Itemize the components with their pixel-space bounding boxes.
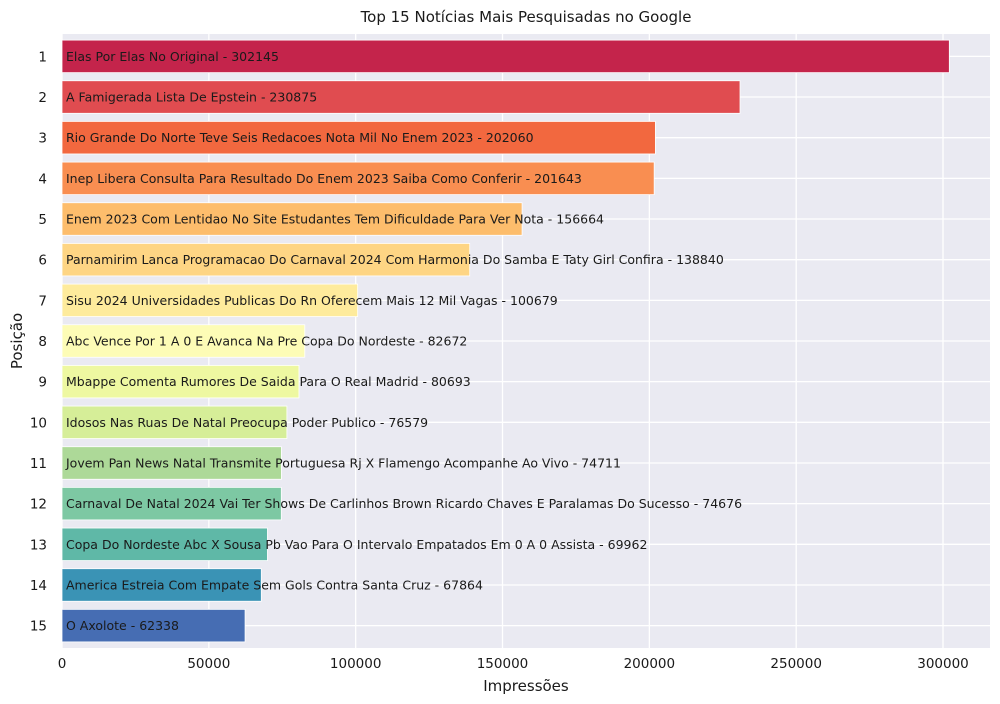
bar xyxy=(61,608,246,643)
x-tick-label: 300000 xyxy=(917,656,969,672)
bar xyxy=(61,527,268,561)
bar-data-label: Sisu 2024 Universidades Publicas Do Rn O… xyxy=(66,293,558,308)
y-tick-label: 10 xyxy=(30,415,47,431)
bar-data-label: Mbappe Comenta Rumores De Saida Para O R… xyxy=(66,374,471,389)
y-tick-label: 6 xyxy=(38,253,47,269)
x-tick-label: 150000 xyxy=(477,656,529,672)
y-tick-label: 13 xyxy=(30,537,47,553)
y-axis-label: Posição xyxy=(8,313,26,369)
y-tick-label: 14 xyxy=(30,578,47,594)
bar xyxy=(61,568,262,602)
bar-data-label: Elas Por Elas No Original - 302145 xyxy=(66,49,279,64)
x-tick-label: 200000 xyxy=(624,656,676,672)
bar-data-label: Jovem Pan News Natal Transmite Portugues… xyxy=(65,455,621,470)
y-tick-label: 7 xyxy=(38,293,47,309)
x-axis-label: Impressões xyxy=(483,677,569,695)
y-tick-label: 2 xyxy=(38,90,47,106)
x-tick-labels: 0 50000 100000 150000 200000 250000 300000 xyxy=(58,656,969,672)
bar-data-label: Enem 2023 Com Lentidao No Site Estudante… xyxy=(66,212,604,227)
y-tick-label: 9 xyxy=(38,375,47,391)
bar xyxy=(61,405,288,439)
bar-data-label: A Famigerada Lista De Epstein - 230875 xyxy=(66,90,317,105)
bar-data-label: Parnamirim Lanca Programacao Do Carnaval… xyxy=(66,252,724,267)
bar xyxy=(61,486,282,521)
x-tick-label: 100000 xyxy=(330,656,382,672)
bar-data-label: Copa Do Nordeste Abc X Sousa Pb Vao Para… xyxy=(66,537,647,552)
bar xyxy=(61,446,282,480)
bar-data-label: America Estreia Com Empate Sem Gols Cont… xyxy=(66,577,483,592)
y-tick-label: 1 xyxy=(38,49,47,65)
bar xyxy=(61,161,655,196)
bar-data-label: Abc Vence Por 1 A 0 E Avanca Na Pre Copa… xyxy=(66,334,467,349)
bar xyxy=(61,324,306,358)
bar xyxy=(61,283,359,318)
bar xyxy=(61,39,950,74)
bar-labels-group: Elas Por Elas No Original - 302145 A Fami… xyxy=(65,49,742,633)
y-tick-label: 4 xyxy=(38,171,47,187)
y-tick-label: 5 xyxy=(38,212,47,228)
y-tick-label: 8 xyxy=(38,334,47,350)
bar xyxy=(61,364,300,399)
bar-data-label: Inep Libera Consulta Para Resultado Do E… xyxy=(66,171,582,186)
bar-data-label: Carnaval De Natal 2024 Vai Ter Shows De … xyxy=(66,496,742,511)
bar xyxy=(61,80,741,114)
y-tick-label: 11 xyxy=(30,456,47,472)
y-tick-label: 15 xyxy=(30,619,47,635)
x-tick-label: 50000 xyxy=(187,656,230,672)
bars-group xyxy=(61,39,950,643)
bar xyxy=(61,202,523,236)
x-tick-label: 0 xyxy=(58,656,67,672)
y-tick-label: 12 xyxy=(30,497,47,513)
bar-data-label: O Axolote - 62338 xyxy=(66,618,179,633)
bar xyxy=(61,243,471,277)
bar-data-label: Rio Grande Do Norte Teve Seis Redacoes N… xyxy=(66,130,534,145)
bar xyxy=(61,121,656,155)
x-tick-label: 250000 xyxy=(770,656,822,672)
y-tick-label: 3 xyxy=(38,131,47,147)
bar-data-label: Idosos Nas Ruas De Natal Preocupa Poder … xyxy=(66,415,428,430)
chart-title: Top 15 Notícias Mais Pesquisadas no Goog… xyxy=(360,8,692,26)
